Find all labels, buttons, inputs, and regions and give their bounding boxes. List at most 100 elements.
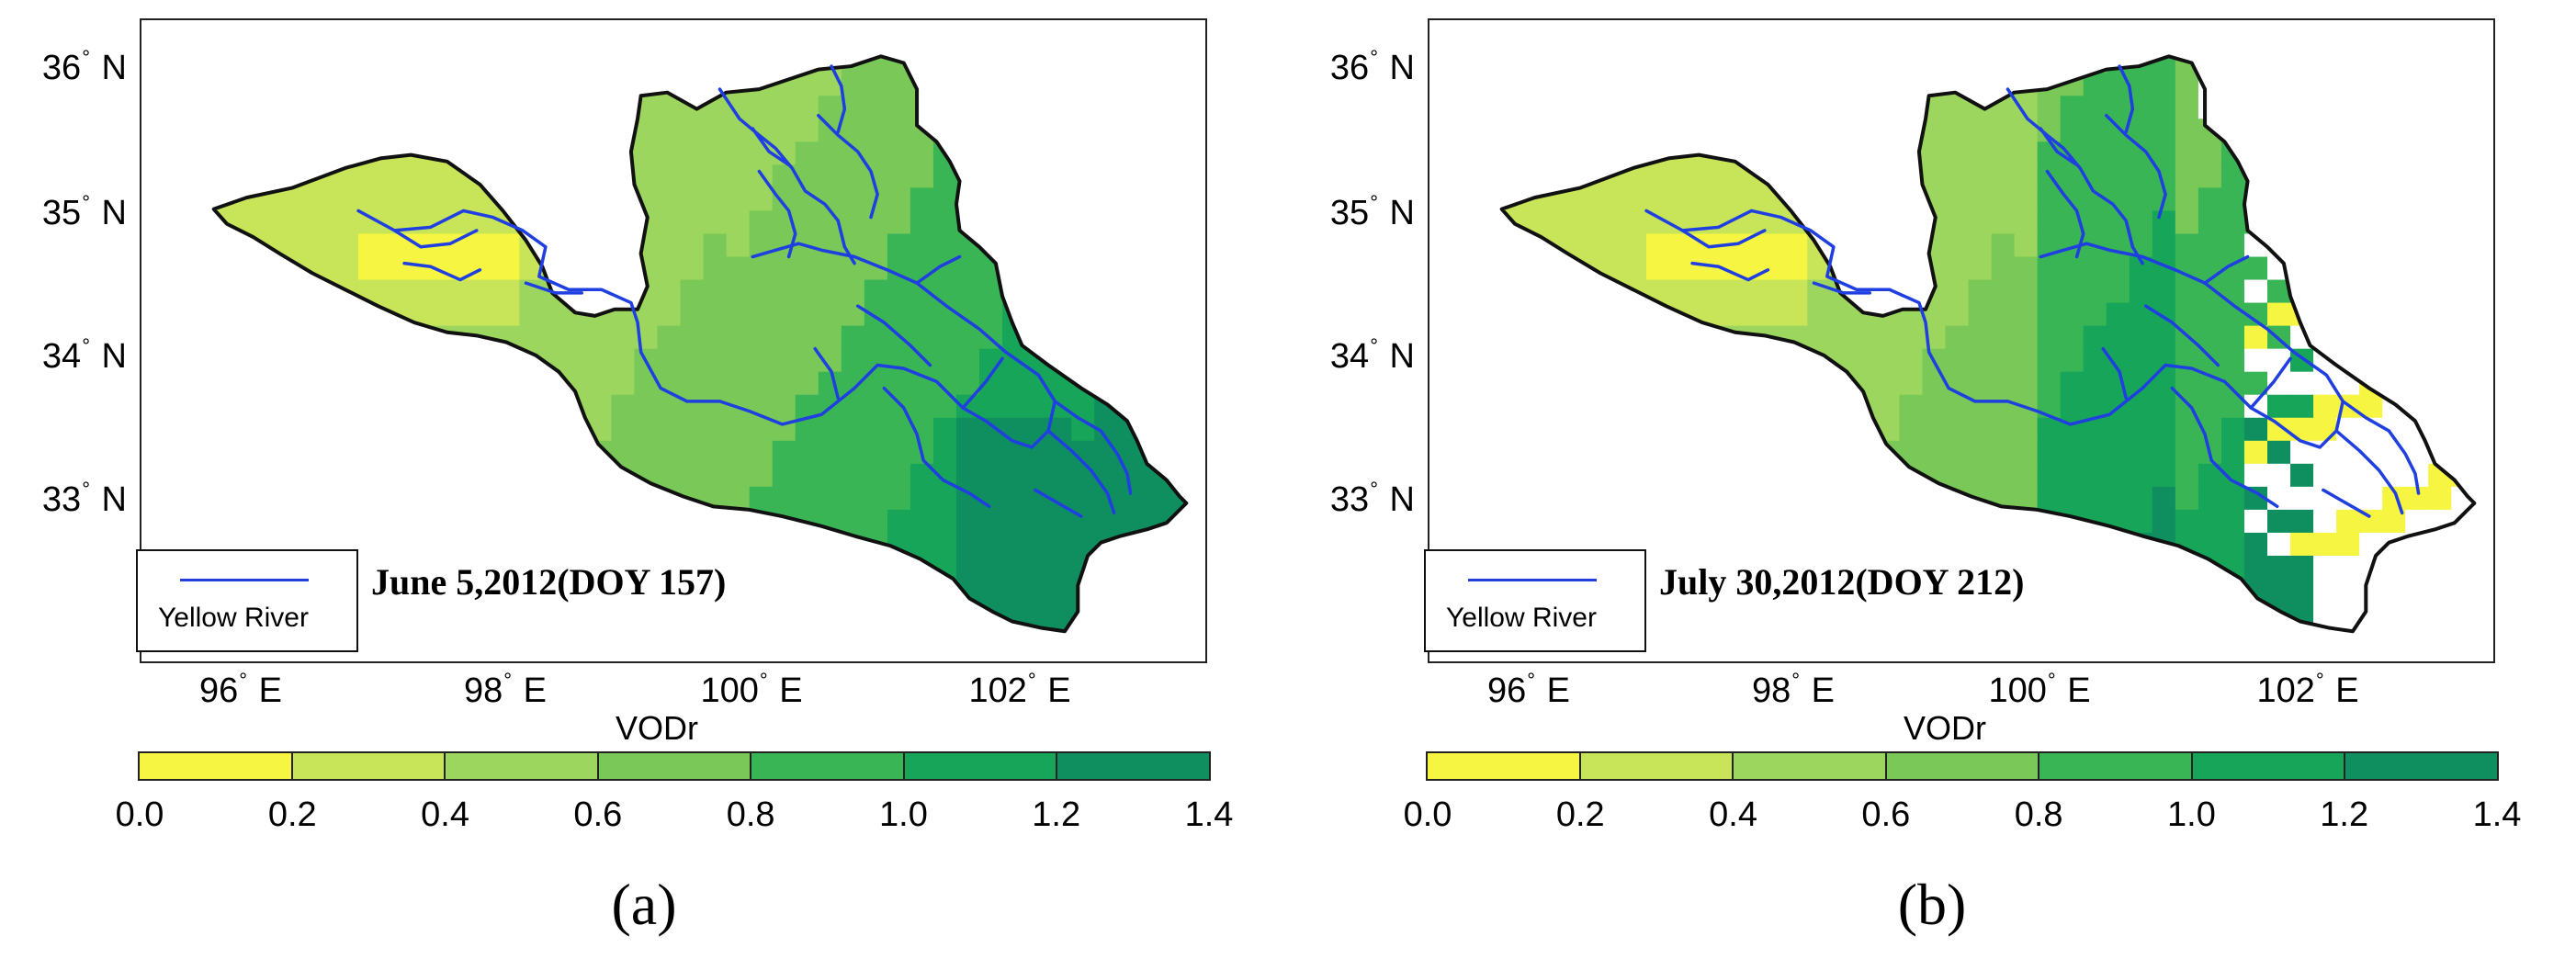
vod-cell: [1899, 532, 1924, 557]
vod-cell: [427, 602, 451, 626]
vod-cell: [404, 463, 428, 488]
vod-cell: [1968, 279, 1993, 304]
vod-cell: [1899, 325, 1924, 350]
vod-cell: [496, 56, 520, 73]
degree-symbol: °: [1370, 478, 1378, 501]
vod-cell: [450, 96, 474, 119]
vod-cell: [1140, 141, 1164, 165]
vod-map: [1499, 54, 2493, 634]
vod-cell: [2382, 555, 2406, 580]
vod-cell: [1830, 417, 1854, 442]
vod-cell: [2175, 210, 2199, 235]
vod-cell: [1991, 141, 2016, 165]
vod-cell: [1025, 187, 1049, 212]
vod-cell: [1761, 417, 1785, 442]
vod-cell: [2243, 141, 2268, 165]
map-panel-b: 36° N 35° N 34° N 33° N 96° E 98° E 100°…: [1288, 0, 2576, 970]
vod-cell: [2336, 96, 2360, 119]
vod-cell: [1094, 164, 1118, 189]
vod-cell: [2451, 256, 2475, 281]
vod-cell: [1508, 463, 1532, 488]
vod-cell: [1576, 118, 1601, 142]
colorbar-segment: [1580, 753, 1734, 779]
yellow-river-line: [2341, 400, 2421, 495]
vod-cell: [2313, 579, 2337, 603]
vod-cell: [1508, 279, 1532, 304]
vod-cell: [1853, 509, 1878, 534]
vod-cell: [1071, 233, 1095, 258]
vod-cell: [726, 440, 751, 465]
vod-cell: [818, 486, 842, 511]
vod-cell: [818, 579, 842, 603]
vod-cell: [2129, 440, 2153, 465]
vod-cell: [864, 279, 888, 304]
vod-cell: [2474, 233, 2493, 257]
yellow-river-line: [1046, 429, 1116, 515]
vod-cell: [2243, 325, 2268, 350]
vod-cell: [1899, 210, 1924, 235]
vod-cell: [611, 325, 636, 350]
vod-cell: [288, 486, 313, 511]
vod-cell: [703, 532, 728, 557]
vod-cell: [955, 602, 980, 626]
vod-cell: [266, 348, 290, 373]
vod-cell: [1830, 141, 1854, 165]
vod-cell: [2451, 233, 2475, 258]
vod-cell: [726, 210, 751, 235]
vod-cell: [2428, 486, 2452, 511]
vod-cell: [2175, 371, 2199, 396]
vod-cell: [1508, 325, 1532, 350]
vod-cell: [1761, 73, 1785, 96]
vod-cell: [1002, 141, 1026, 165]
vod-cell: [1669, 509, 1693, 534]
vod-cell: [1002, 256, 1026, 281]
vod-cell: [1163, 141, 1187, 165]
vod-cell: [450, 463, 474, 488]
vod-cell: [2451, 141, 2475, 165]
vod-cell: [2359, 325, 2383, 350]
vod-cell: [979, 394, 1003, 419]
vod-cell: [1876, 394, 1901, 419]
vod-cell: [213, 233, 221, 258]
vod-cell: [1071, 279, 1095, 304]
vod-cell: [2037, 625, 2062, 632]
vod-cell: [2474, 602, 2493, 626]
vod-cell: [2243, 118, 2268, 142]
vod-cell: [288, 325, 313, 350]
vod-cell: [1094, 555, 1118, 580]
vod-cell: [2336, 579, 2360, 603]
vod-cell: [2474, 280, 2493, 304]
vod-cell: [864, 509, 888, 534]
vod-cell: [358, 417, 382, 442]
vod-cell: [2129, 187, 2153, 212]
vod-cell: [2336, 118, 2360, 142]
vod-cell: [1692, 417, 1716, 442]
vod-cell: [2220, 348, 2245, 373]
vod-cell: [1692, 440, 1716, 465]
colorbar-segment: [1886, 753, 2040, 779]
vod-cell: [1761, 625, 1785, 632]
vod-cell: [565, 602, 590, 626]
vod-cell: [1071, 579, 1095, 603]
vod-cell: [1048, 302, 1072, 327]
vod-cell: [2267, 463, 2291, 488]
vod-cell: [1968, 325, 1993, 350]
vod-cell: [2129, 463, 2153, 488]
lat-label-36: 36° N: [1329, 46, 1415, 87]
vod-cell: [680, 73, 705, 96]
vod-cell: [2359, 279, 2383, 304]
vod-cell: [358, 532, 382, 557]
lat-label-34: 34° N: [41, 334, 127, 376]
vod-cell: [220, 96, 244, 119]
vod-cell: [795, 302, 819, 327]
vod-cell: [1853, 440, 1878, 465]
vod-cell: [1048, 325, 1072, 350]
vod-cell: [2267, 118, 2291, 142]
vod-cell: [1508, 486, 1532, 511]
vod-cell: [1784, 118, 1808, 142]
vod-cell: [2129, 325, 2153, 350]
vod-cell: [2083, 302, 2107, 327]
vod-cell: [2336, 187, 2360, 212]
vod-cell: [2290, 233, 2314, 258]
vod-cell: [266, 56, 290, 73]
